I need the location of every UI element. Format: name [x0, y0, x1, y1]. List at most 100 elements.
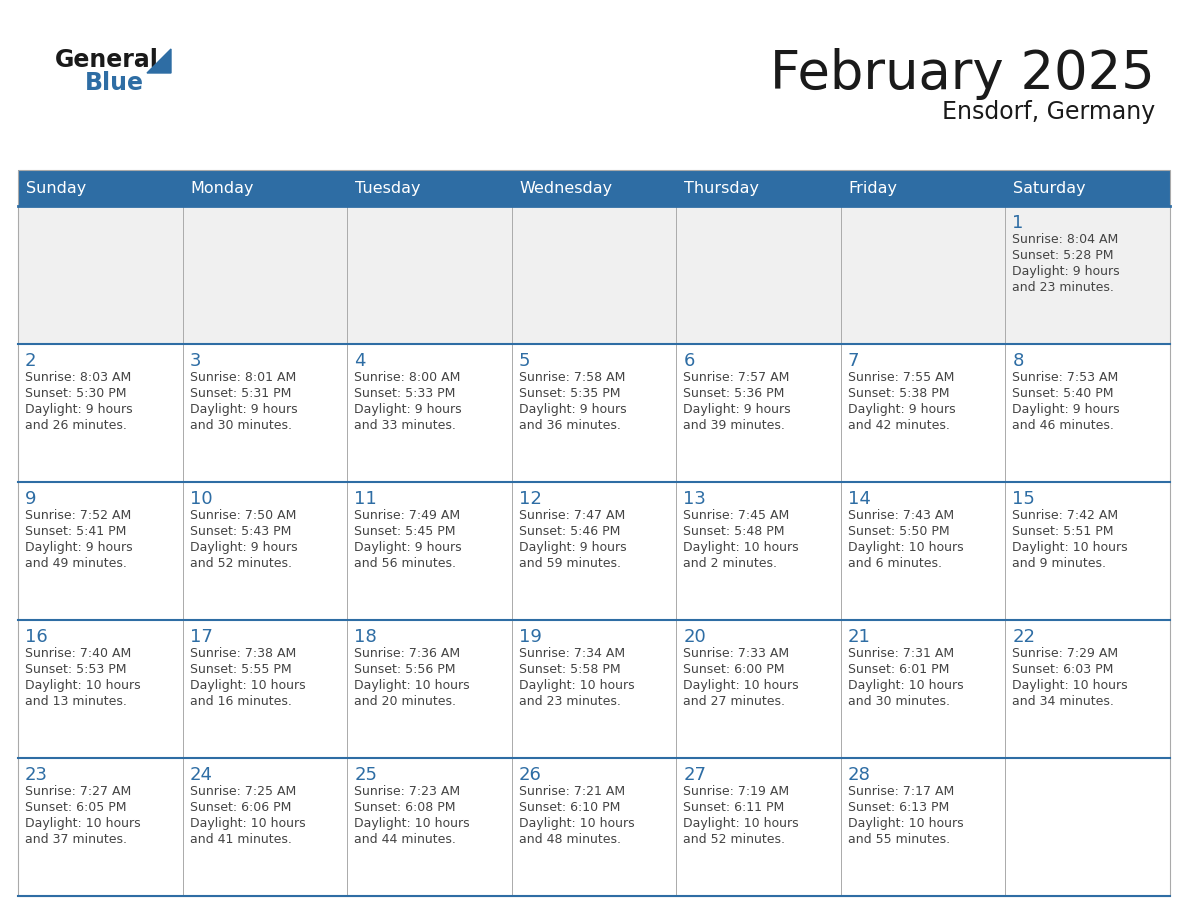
Bar	[512, 206, 676, 344]
Text: 12: 12	[519, 490, 542, 508]
Text: Daylight: 10 hours: Daylight: 10 hours	[683, 817, 798, 830]
Text: Wednesday: Wednesday	[519, 181, 613, 196]
Text: Sunset: 5:36 PM: Sunset: 5:36 PM	[683, 387, 784, 400]
Bar	[1005, 620, 1170, 758]
Text: 27: 27	[683, 766, 707, 784]
Text: Sunrise: 7:57 AM: Sunrise: 7:57 AM	[683, 371, 790, 384]
Text: Sunrise: 7:50 AM: Sunrise: 7:50 AM	[190, 509, 296, 522]
Text: 11: 11	[354, 490, 377, 508]
Bar	[183, 206, 347, 344]
Text: and 52 minutes.: and 52 minutes.	[683, 833, 785, 846]
Text: and 42 minutes.: and 42 minutes.	[848, 419, 949, 432]
Text: Daylight: 10 hours: Daylight: 10 hours	[190, 679, 305, 692]
Text: Sunrise: 7:33 AM: Sunrise: 7:33 AM	[683, 647, 789, 660]
Text: 15: 15	[1012, 490, 1035, 508]
Text: Daylight: 9 hours: Daylight: 9 hours	[519, 403, 626, 416]
Text: Sunrise: 8:00 AM: Sunrise: 8:00 AM	[354, 371, 461, 384]
Polygon shape	[147, 49, 171, 73]
Text: Sunrise: 8:04 AM: Sunrise: 8:04 AM	[1012, 233, 1119, 246]
Text: Daylight: 10 hours: Daylight: 10 hours	[354, 817, 469, 830]
Text: 21: 21	[848, 628, 871, 646]
Bar	[841, 206, 1005, 344]
Text: Sunrise: 7:29 AM: Sunrise: 7:29 AM	[1012, 647, 1119, 660]
Bar	[347, 344, 512, 482]
Text: and 33 minutes.: and 33 minutes.	[354, 419, 456, 432]
Text: and 9 minutes.: and 9 minutes.	[1012, 557, 1106, 570]
Text: Sunrise: 7:23 AM: Sunrise: 7:23 AM	[354, 785, 460, 798]
Text: and 16 minutes.: and 16 minutes.	[190, 695, 291, 708]
Bar	[347, 206, 512, 344]
Bar	[512, 170, 676, 206]
Text: and 48 minutes.: and 48 minutes.	[519, 833, 620, 846]
Text: 6: 6	[683, 352, 695, 370]
Text: Sunrise: 8:03 AM: Sunrise: 8:03 AM	[25, 371, 131, 384]
Text: February 2025: February 2025	[770, 48, 1155, 100]
Bar	[347, 170, 512, 206]
Bar	[183, 620, 347, 758]
Bar	[18, 170, 1170, 896]
Text: Sunrise: 7:17 AM: Sunrise: 7:17 AM	[848, 785, 954, 798]
Text: Sunset: 6:03 PM: Sunset: 6:03 PM	[1012, 663, 1114, 676]
Text: 4: 4	[354, 352, 366, 370]
Text: Daylight: 9 hours: Daylight: 9 hours	[519, 541, 626, 554]
Text: and 46 minutes.: and 46 minutes.	[1012, 419, 1114, 432]
Text: Friday: Friday	[849, 181, 898, 196]
Bar	[347, 482, 512, 620]
Text: Daylight: 9 hours: Daylight: 9 hours	[190, 403, 297, 416]
Text: 19: 19	[519, 628, 542, 646]
Text: Daylight: 10 hours: Daylight: 10 hours	[683, 541, 798, 554]
Text: Sunset: 6:05 PM: Sunset: 6:05 PM	[25, 801, 126, 814]
Text: 3: 3	[190, 352, 201, 370]
Text: 24: 24	[190, 766, 213, 784]
Text: and 30 minutes.: and 30 minutes.	[190, 419, 291, 432]
Text: Sunrise: 7:43 AM: Sunrise: 7:43 AM	[848, 509, 954, 522]
Text: and 23 minutes.: and 23 minutes.	[1012, 281, 1114, 294]
Text: Sunset: 5:41 PM: Sunset: 5:41 PM	[25, 525, 126, 538]
Text: Sunset: 5:55 PM: Sunset: 5:55 PM	[190, 663, 291, 676]
Text: and 36 minutes.: and 36 minutes.	[519, 419, 620, 432]
Text: Daylight: 9 hours: Daylight: 9 hours	[354, 403, 462, 416]
Text: 7: 7	[848, 352, 859, 370]
Bar	[512, 344, 676, 482]
Text: Tuesday: Tuesday	[355, 181, 421, 196]
Text: and 2 minutes.: and 2 minutes.	[683, 557, 777, 570]
Text: Sunset: 5:46 PM: Sunset: 5:46 PM	[519, 525, 620, 538]
Bar	[676, 758, 841, 896]
Text: Daylight: 10 hours: Daylight: 10 hours	[848, 541, 963, 554]
Text: and 23 minutes.: and 23 minutes.	[519, 695, 620, 708]
Bar	[676, 620, 841, 758]
Text: and 55 minutes.: and 55 minutes.	[848, 833, 950, 846]
Bar	[183, 344, 347, 482]
Bar	[676, 482, 841, 620]
Text: Sunset: 5:30 PM: Sunset: 5:30 PM	[25, 387, 126, 400]
Text: Daylight: 9 hours: Daylight: 9 hours	[190, 541, 297, 554]
Bar	[347, 758, 512, 896]
Text: Sunrise: 7:47 AM: Sunrise: 7:47 AM	[519, 509, 625, 522]
Bar	[18, 344, 183, 482]
Text: Daylight: 10 hours: Daylight: 10 hours	[190, 817, 305, 830]
Bar	[18, 620, 183, 758]
Text: Sunset: 5:56 PM: Sunset: 5:56 PM	[354, 663, 456, 676]
Text: 2: 2	[25, 352, 37, 370]
Text: Daylight: 9 hours: Daylight: 9 hours	[848, 403, 955, 416]
Text: and 13 minutes.: and 13 minutes.	[25, 695, 127, 708]
Text: Daylight: 10 hours: Daylight: 10 hours	[848, 679, 963, 692]
Text: Sunset: 6:06 PM: Sunset: 6:06 PM	[190, 801, 291, 814]
Bar	[512, 482, 676, 620]
Text: Sunset: 5:33 PM: Sunset: 5:33 PM	[354, 387, 455, 400]
Bar	[676, 170, 841, 206]
Text: 26: 26	[519, 766, 542, 784]
Bar	[512, 620, 676, 758]
Text: Daylight: 10 hours: Daylight: 10 hours	[683, 679, 798, 692]
Text: Sunrise: 7:52 AM: Sunrise: 7:52 AM	[25, 509, 131, 522]
Text: 10: 10	[190, 490, 213, 508]
Text: 25: 25	[354, 766, 377, 784]
Text: Ensdorf, Germany: Ensdorf, Germany	[942, 100, 1155, 124]
Bar	[183, 758, 347, 896]
Text: Sunset: 5:58 PM: Sunset: 5:58 PM	[519, 663, 620, 676]
Text: Sunrise: 7:25 AM: Sunrise: 7:25 AM	[190, 785, 296, 798]
Text: Sunrise: 7:53 AM: Sunrise: 7:53 AM	[1012, 371, 1119, 384]
Text: Sunset: 5:48 PM: Sunset: 5:48 PM	[683, 525, 785, 538]
Text: Sunrise: 7:45 AM: Sunrise: 7:45 AM	[683, 509, 790, 522]
Bar	[183, 482, 347, 620]
